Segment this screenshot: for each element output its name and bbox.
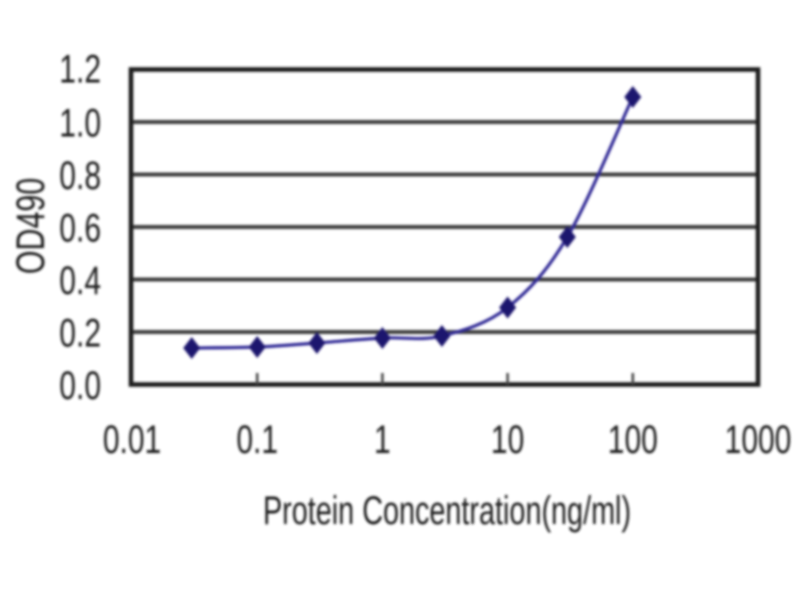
svg-text:1000: 1000 [725,418,792,462]
svg-text:1.0: 1.0 [59,101,101,145]
svg-text:1.2: 1.2 [59,47,101,91]
svg-text:0.01: 0.01 [103,418,161,462]
svg-text:0.2: 0.2 [59,311,101,355]
svg-text:0.0: 0.0 [59,364,101,408]
svg-text:0.6: 0.6 [59,206,101,250]
svg-text:0.8: 0.8 [59,154,101,198]
svg-text:0.1: 0.1 [236,418,278,462]
svg-text:100: 100 [608,418,658,462]
svg-text:OD490: OD490 [8,178,53,274]
svg-text:1: 1 [374,418,391,462]
svg-text:0.4: 0.4 [59,259,101,303]
svg-text:10: 10 [491,418,524,462]
svg-text:Protein Concentration(ng/ml): Protein Concentration(ng/ml) [263,488,631,533]
